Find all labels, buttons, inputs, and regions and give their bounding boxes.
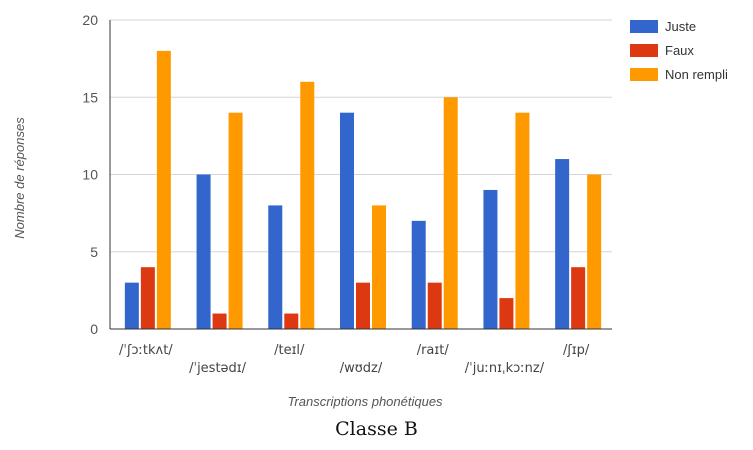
bar-non-rempli [300, 81, 315, 329]
legend: Juste Faux Non rempli [630, 19, 728, 82]
x-tick-label: /teɪl/ [274, 343, 305, 358]
y-tick-label: 20 [82, 12, 98, 28]
bar-faux [356, 282, 370, 329]
y-tick-label: 0 [90, 321, 98, 337]
bar-faux [284, 313, 299, 329]
x-tick-label: /raɪt/ [417, 343, 450, 358]
bar-faux [212, 313, 227, 329]
x-tick-label: /ˈjestədɪ/ [189, 361, 247, 376]
x-tick-label: /wʊdz/ [340, 361, 383, 376]
y-axis-title: Nombre de réponses [12, 117, 27, 239]
legend-swatch [630, 44, 658, 57]
bar-non-rempli [156, 50, 171, 330]
tick-labels: 0 5 10 15 20/ˈʃɔːtkʌt/ /ˈjestədɪ/ /teɪl/ /wʊdz/… [82, 12, 589, 376]
bars [124, 50, 602, 330]
bar-faux [571, 267, 586, 329]
legend-label: Faux [665, 43, 694, 58]
bar-juste [124, 282, 139, 329]
bar-juste [411, 220, 426, 329]
bar-juste [483, 189, 498, 329]
bar-faux [499, 298, 514, 329]
axes [109, 20, 612, 330]
bar-juste [555, 159, 570, 329]
bar-non-rempli [443, 97, 458, 329]
x-tick-label: /ʃɪp/ [563, 343, 590, 358]
y-tick-label: 10 [82, 167, 98, 183]
bar-non-rempli [515, 112, 530, 329]
y-tick-label: 15 [82, 89, 98, 105]
bar-non-rempli [587, 174, 602, 329]
x-tick-label: /ˈʃɔːtkʌt/ [119, 343, 173, 358]
legend-swatch [630, 20, 658, 33]
bar-juste [196, 174, 211, 329]
legend-swatch [630, 68, 658, 81]
bar-faux [427, 282, 442, 329]
bar-juste [268, 205, 283, 329]
legend-label: Non rempli [665, 67, 728, 82]
bar-faux [140, 267, 155, 329]
x-axis-title: Transcriptions phonétiques [287, 394, 443, 409]
figure-caption: Classe B [335, 418, 418, 440]
x-tick-label: /ˈjuːnɪˌkɔːnz/ [465, 361, 545, 376]
bar-juste [340, 112, 354, 329]
bar-non-rempli [228, 112, 243, 329]
legend-label: Juste [665, 19, 696, 34]
bar-non-rempli [372, 205, 386, 329]
y-tick-label: 5 [90, 244, 98, 260]
